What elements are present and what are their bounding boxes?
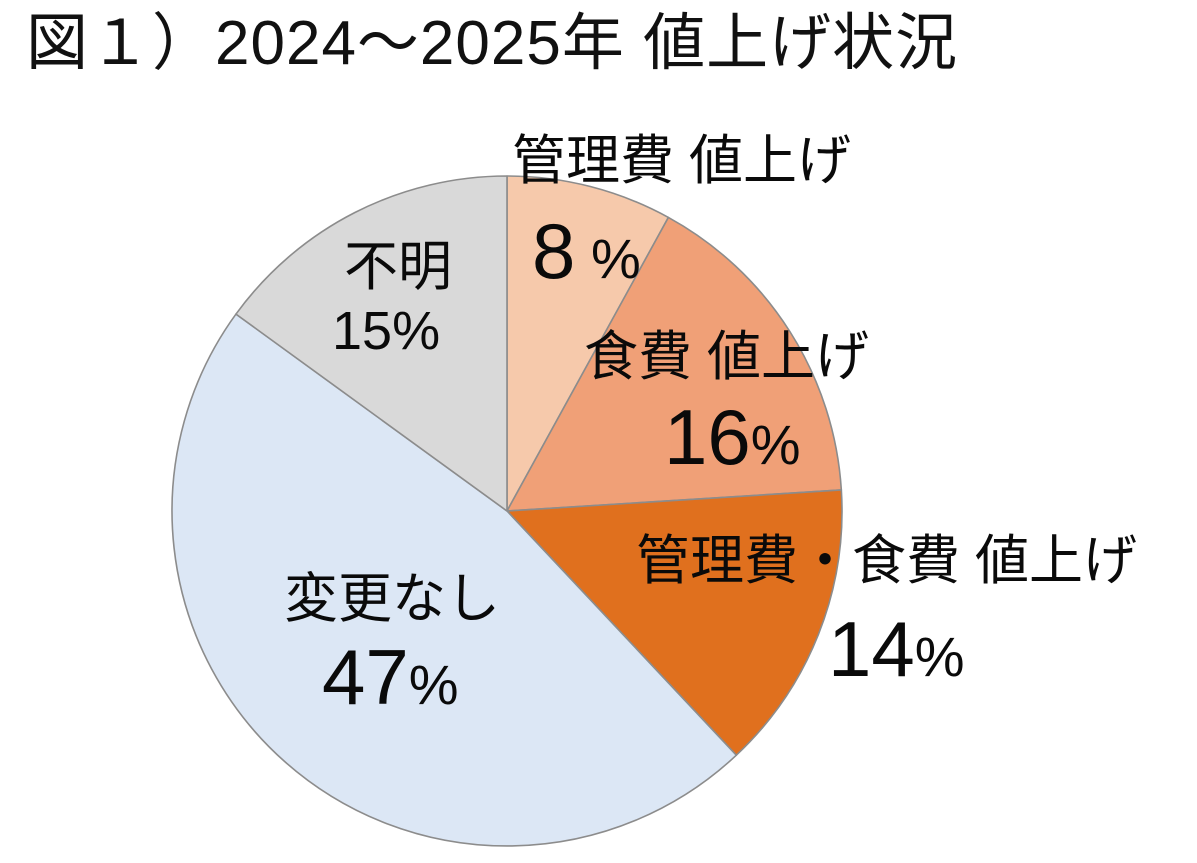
slice-percent-digits: 47	[322, 633, 409, 721]
slice-percent-digits: 14	[828, 605, 915, 693]
slice-value-henko-nashi: 47%	[322, 638, 459, 716]
slice-value-fumei: 15%	[332, 304, 440, 358]
slice-label-henko-nashi: 変更なし	[284, 569, 500, 629]
slice-percent-digits: 15	[332, 301, 393, 361]
slice-value-kanrihi: 8 %	[532, 212, 641, 290]
slice-value-shokuhi: 16%	[664, 398, 801, 476]
percent-sign: %	[392, 301, 441, 361]
slice-label-shokuhi: 食費 値上げ	[584, 327, 870, 387]
slice-label-kanrihi: 管理費 値上げ	[512, 131, 852, 191]
pie-slice-2	[506, 489, 843, 756]
slice-percent-digits: 8	[532, 207, 576, 295]
chart-title: 図１）2024～2025年 値上げ状況	[26, 9, 959, 78]
pie-slice-1	[506, 216, 843, 512]
slice-percent-digits: 16	[664, 393, 751, 481]
slice-value-kanrihi-shokuhi: 14%	[828, 610, 965, 688]
pie-slice-4	[235, 175, 508, 512]
percent-sign: %	[408, 653, 459, 716]
percent-sign: %	[750, 413, 801, 476]
pie-slice-3	[171, 313, 738, 847]
slice-label-fumei: 不明	[344, 237, 452, 297]
pie-slice-0	[506, 175, 670, 512]
percent-sign: %	[575, 227, 641, 290]
percent-sign: %	[914, 625, 965, 688]
slice-label-kanrihi-shokuhi: 管理費・食費 値上げ	[636, 531, 1138, 591]
